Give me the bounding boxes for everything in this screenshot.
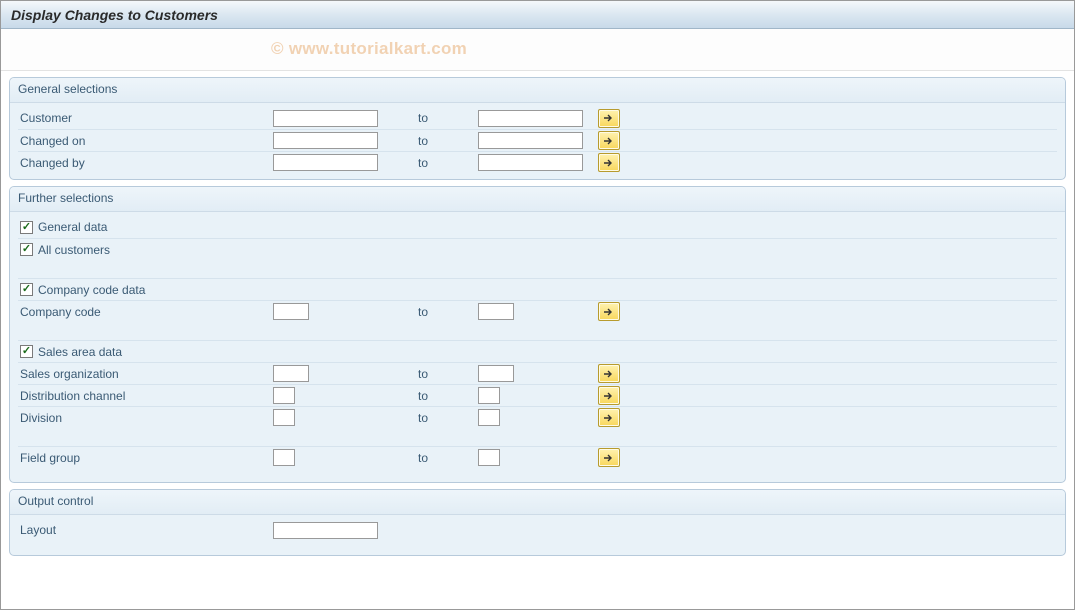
label-division: Division: [20, 411, 62, 425]
row-check-sales-area-data: Sales area data: [18, 340, 1057, 362]
label-all-customers: All customers: [38, 243, 110, 257]
input-distribution-channel-to[interactable]: [478, 387, 500, 404]
input-customer-from[interactable]: [273, 110, 378, 127]
row-layout: Layout: [18, 519, 1057, 541]
input-layout[interactable]: [273, 522, 378, 539]
spacer: [18, 260, 1057, 278]
row-sales-organization: Sales organization to: [18, 362, 1057, 384]
label-sales-organization: Sales organization: [20, 367, 119, 381]
checkbox-general-data[interactable]: [20, 221, 33, 234]
input-changed-by-to[interactable]: [478, 154, 583, 171]
watermark-text: © www.tutorialkart.com: [271, 39, 467, 59]
to-label: to: [418, 156, 428, 170]
input-division-to[interactable]: [478, 409, 500, 426]
group-body: Layout: [10, 515, 1065, 555]
input-changed-on-from[interactable]: [273, 132, 378, 149]
row-changed-by: Changed by to: [18, 151, 1057, 173]
multiselect-distribution-channel[interactable]: [598, 386, 620, 405]
checkbox-all-customers[interactable]: [20, 243, 33, 256]
input-changed-by-from[interactable]: [273, 154, 378, 171]
label-layout: Layout: [20, 523, 56, 537]
multiselect-changed-by[interactable]: [598, 153, 620, 172]
multiselect-field-group[interactable]: [598, 448, 620, 467]
to-label: to: [418, 411, 428, 425]
label-company-code: Company code: [20, 305, 101, 319]
group-title: Output control: [10, 490, 1065, 515]
input-distribution-channel-from[interactable]: [273, 387, 295, 404]
group-further-selections: Further selections General data All cust…: [9, 186, 1066, 483]
row-distribution-channel: Distribution channel to: [18, 384, 1057, 406]
label-field-group: Field group: [20, 451, 80, 465]
label-customer: Customer: [20, 111, 72, 125]
to-label: to: [418, 305, 428, 319]
input-company-code-from[interactable]: [273, 303, 309, 320]
label-changed-by: Changed by: [20, 156, 85, 170]
input-field-group-to[interactable]: [478, 449, 500, 466]
label-general-data: General data: [38, 220, 107, 234]
group-output-control: Output control Layout: [9, 489, 1066, 556]
multiselect-customer[interactable]: [598, 109, 620, 128]
row-field-group: Field group to: [18, 446, 1057, 468]
multiselect-company-code[interactable]: [598, 302, 620, 321]
label-company-code-data: Company code data: [38, 283, 145, 297]
to-label: to: [418, 389, 428, 403]
input-field-group-from[interactable]: [273, 449, 295, 466]
row-division: Division to: [18, 406, 1057, 428]
multiselect-division[interactable]: [598, 408, 620, 427]
arrow-right-icon: [603, 413, 615, 423]
input-customer-to[interactable]: [478, 110, 583, 127]
label-changed-on: Changed on: [20, 134, 85, 148]
arrow-right-icon: [603, 453, 615, 463]
input-changed-on-to[interactable]: [478, 132, 583, 149]
group-general-selections: General selections Customer to Changed o…: [9, 77, 1066, 180]
row-company-code: Company code to: [18, 300, 1057, 322]
multiselect-changed-on[interactable]: [598, 131, 620, 150]
spacer: [18, 541, 1057, 549]
group-title: General selections: [10, 78, 1065, 103]
row-check-general-data: General data: [18, 216, 1057, 238]
input-company-code-to[interactable]: [478, 303, 514, 320]
group-title: Further selections: [10, 187, 1065, 212]
spacer: [18, 468, 1057, 476]
input-sales-organization-to[interactable]: [478, 365, 514, 382]
to-label: to: [418, 134, 428, 148]
spacer: [18, 428, 1057, 446]
group-body: Customer to Changed on to Changed by: [10, 103, 1065, 179]
toolbar-band: © www.tutorialkart.com: [1, 29, 1074, 71]
to-label: to: [418, 451, 428, 465]
arrow-right-icon: [603, 369, 615, 379]
input-sales-organization-from[interactable]: [273, 365, 309, 382]
arrow-right-icon: [603, 136, 615, 146]
arrow-right-icon: [603, 113, 615, 123]
to-label: to: [418, 367, 428, 381]
page-title: Display Changes to Customers: [11, 7, 218, 23]
row-changed-on: Changed on to: [18, 129, 1057, 151]
input-division-from[interactable]: [273, 409, 295, 426]
arrow-right-icon: [603, 307, 615, 317]
row-check-company-code-data: Company code data: [18, 278, 1057, 300]
arrow-right-icon: [603, 391, 615, 401]
label-sales-area-data: Sales area data: [38, 345, 122, 359]
checkbox-sales-area-data[interactable]: [20, 345, 33, 358]
row-check-all-customers: All customers: [18, 238, 1057, 260]
checkbox-company-code-data[interactable]: [20, 283, 33, 296]
label-distribution-channel: Distribution channel: [20, 389, 125, 403]
arrow-right-icon: [603, 158, 615, 168]
content-area: General selections Customer to Changed o…: [1, 71, 1074, 570]
group-body: General data All customers Company code …: [10, 212, 1065, 482]
spacer: [18, 322, 1057, 340]
multiselect-sales-organization[interactable]: [598, 364, 620, 383]
titlebar: Display Changes to Customers: [1, 1, 1074, 29]
to-label: to: [418, 111, 428, 125]
row-customer: Customer to: [18, 107, 1057, 129]
app-window: Display Changes to Customers © www.tutor…: [0, 0, 1075, 610]
